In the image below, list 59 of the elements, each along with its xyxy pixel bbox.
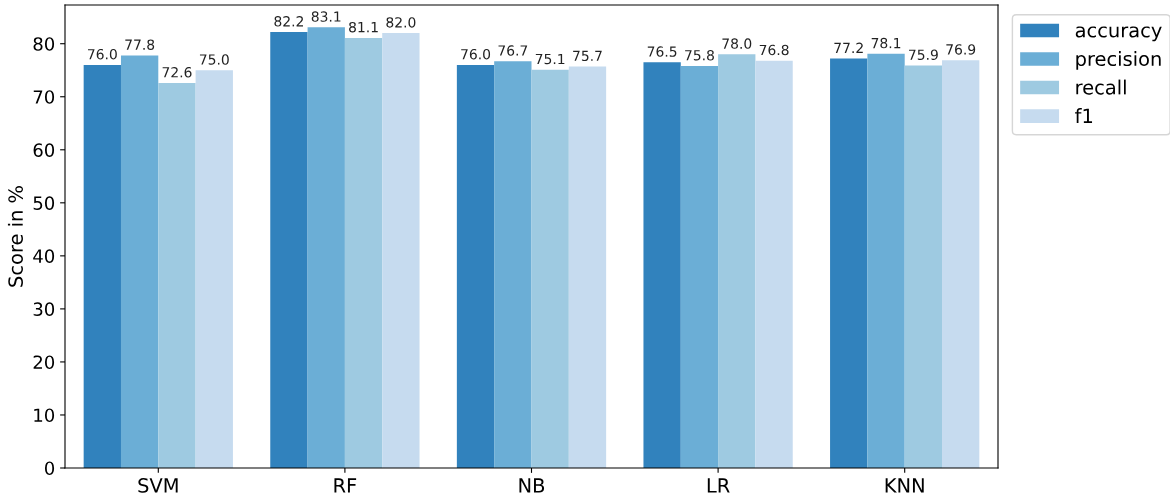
data-label: 76.7 — [498, 45, 528, 56]
data-label: 77.8 — [125, 39, 155, 50]
bar — [568, 66, 607, 468]
bar — [195, 70, 233, 468]
data-label: 75.0 — [199, 54, 229, 65]
data-label: 81.1 — [349, 21, 378, 33]
x-tick-label: SVM — [138, 478, 178, 493]
bar — [307, 27, 345, 468]
bar — [120, 55, 159, 468]
bar — [867, 53, 905, 468]
data-label: 76.5 — [647, 46, 677, 57]
bar — [643, 62, 681, 468]
data-label: 75.1 — [535, 53, 565, 65]
bar — [494, 61, 532, 468]
y-tick-label: 70 — [33, 90, 55, 104]
bar — [158, 82, 196, 468]
legend-label: precision — [1076, 51, 1161, 70]
data-label: 78.1 — [871, 37, 901, 49]
bar — [382, 33, 420, 468]
y-tick-label: 30 — [33, 302, 55, 317]
y-tick-label: 50 — [33, 196, 55, 210]
bar — [270, 32, 308, 468]
y-tick-label: 60 — [33, 143, 55, 157]
legend-label: f1 — [1075, 108, 1093, 123]
y-tick-label: 20 — [33, 355, 55, 370]
bar — [755, 60, 793, 468]
bar — [456, 64, 495, 468]
legend-label: accuracy — [1075, 26, 1162, 42]
bar — [680, 65, 719, 468]
data-label: 82.2 — [274, 16, 303, 27]
y-axis-title: Score in % — [7, 186, 23, 287]
y-tick-label: 10 — [34, 408, 55, 423]
y-tick-label: 80 — [33, 37, 55, 51]
legend-label: recall — [1076, 79, 1126, 95]
data-label: 78.0 — [722, 38, 752, 49]
data-label: 76.8 — [759, 44, 789, 56]
x-tick-label: NB — [519, 478, 545, 493]
data-label: 82.0 — [386, 17, 416, 28]
data-label: 77.2 — [834, 42, 863, 53]
data-label: 75.9 — [909, 49, 938, 60]
bar — [531, 69, 569, 468]
x-tick-label: LR — [707, 478, 730, 493]
bar — [344, 37, 383, 468]
data-label: 75.7 — [573, 50, 602, 62]
data-label: 76.0 — [461, 48, 491, 60]
data-label: 76.9 — [946, 44, 976, 55]
bar — [830, 58, 868, 468]
y-tick-label: 0 — [44, 461, 55, 476]
x-tick-label: RF — [334, 478, 357, 493]
data-label: 76.0 — [88, 48, 117, 60]
bar — [718, 54, 756, 468]
y-tick-label: 40 — [33, 249, 55, 263]
data-label: 72.6 — [162, 66, 192, 78]
bar — [904, 65, 943, 468]
data-label: 83.1 — [311, 11, 341, 22]
data-label: 75.8 — [685, 50, 714, 61]
x-tick-label: KNN — [885, 478, 924, 493]
bar — [83, 64, 121, 468]
bar — [942, 60, 980, 468]
